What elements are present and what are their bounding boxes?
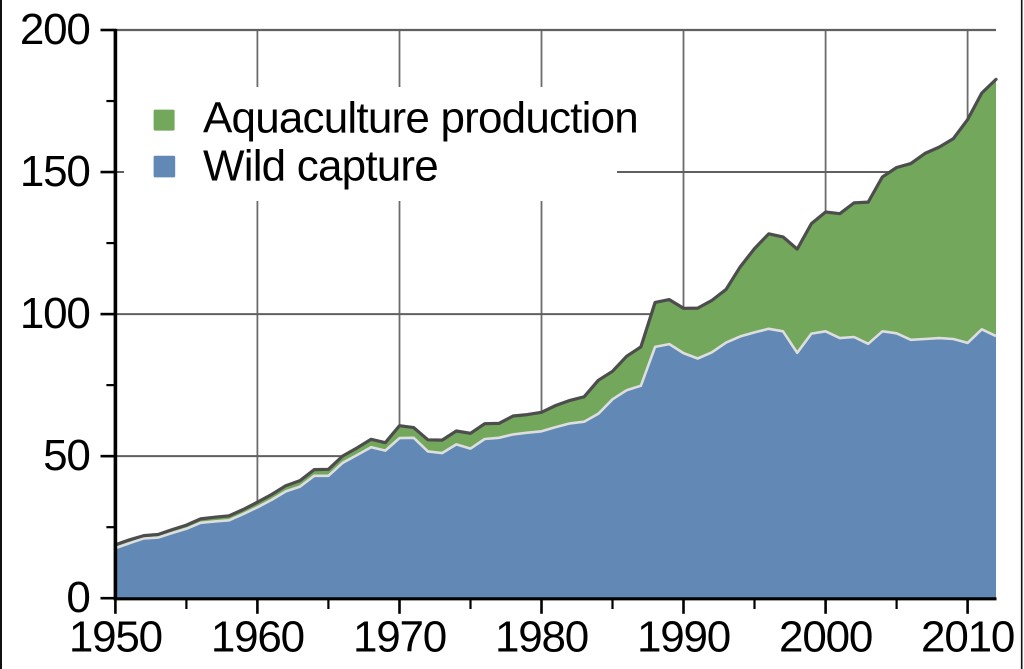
svg-text:Wild capture: Wild capture [203, 142, 438, 191]
svg-text:1970: 1970 [353, 613, 446, 662]
svg-text:Aquaculture production: Aquaculture production [203, 93, 638, 142]
svg-text:1960: 1960 [211, 613, 304, 662]
svg-text:0: 0 [66, 573, 89, 622]
svg-text:150: 150 [20, 147, 90, 196]
svg-text:2000: 2000 [779, 613, 872, 662]
svg-text:1980: 1980 [495, 613, 588, 662]
svg-text:200: 200 [20, 5, 90, 54]
svg-text:1990: 1990 [637, 613, 730, 662]
svg-text:100: 100 [20, 289, 90, 338]
svg-text:50: 50 [43, 431, 90, 480]
svg-text:1950: 1950 [69, 613, 162, 662]
svg-text:2010: 2010 [921, 613, 1014, 662]
